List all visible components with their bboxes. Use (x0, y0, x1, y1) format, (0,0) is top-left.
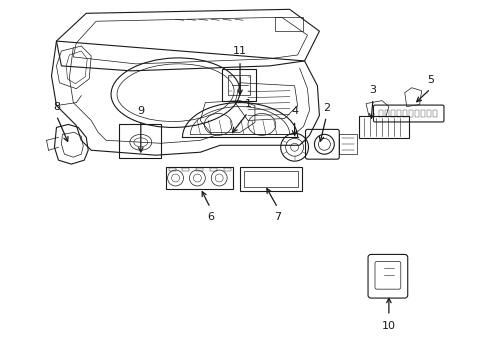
Text: 11: 11 (233, 46, 246, 56)
Text: 1: 1 (244, 99, 251, 109)
Text: 3: 3 (369, 85, 376, 95)
Text: 4: 4 (290, 107, 298, 117)
Text: 9: 9 (137, 107, 144, 117)
Text: 7: 7 (274, 212, 281, 222)
Text: 8: 8 (53, 102, 60, 112)
Text: 5: 5 (426, 75, 433, 85)
Text: 10: 10 (381, 321, 395, 331)
Text: 6: 6 (206, 212, 213, 222)
Text: 2: 2 (322, 103, 329, 113)
